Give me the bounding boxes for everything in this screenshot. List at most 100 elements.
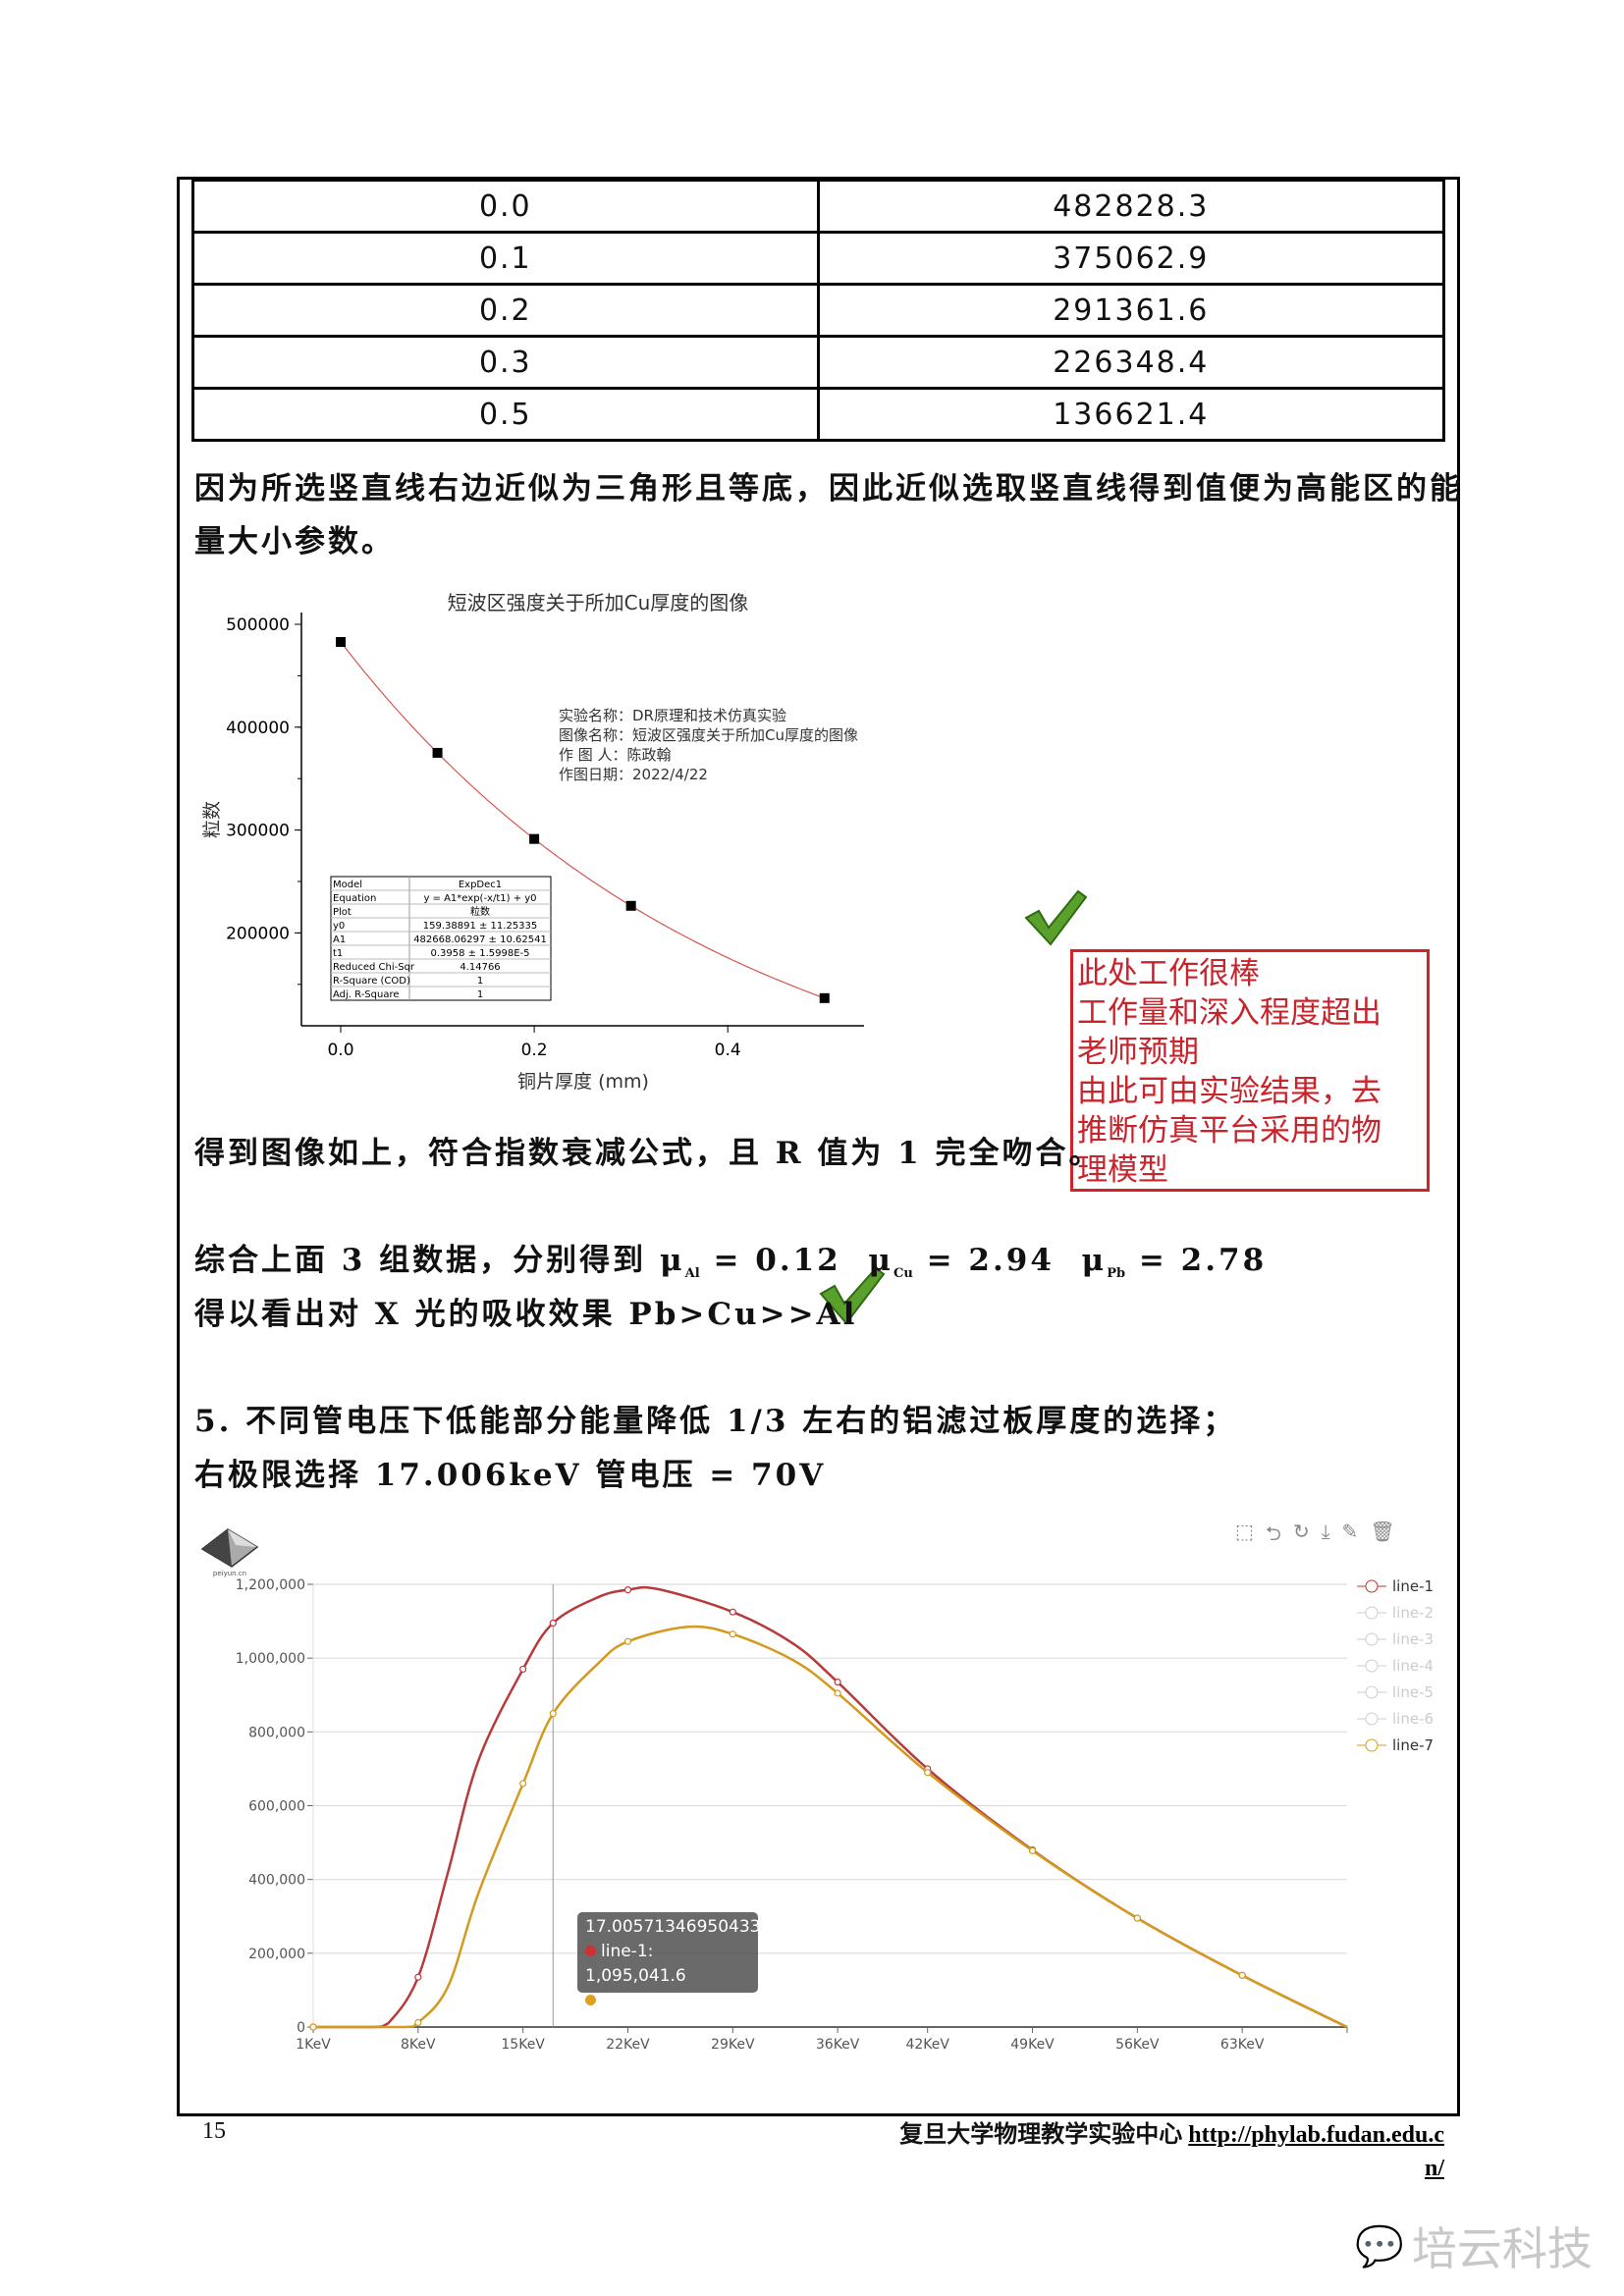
- series-marker: [519, 1665, 527, 1674]
- section-heading: 5. 不同管电压下低能部分能量降低 1/3 左右的铝滤过板厚度的选择；: [194, 1404, 1237, 1439]
- series-marker: [729, 1630, 736, 1638]
- data-point: [529, 833, 540, 844]
- y-axis-label: 粒数: [201, 801, 223, 838]
- table-row: 0.2 291361.6: [191, 283, 1446, 338]
- legend-label: line-6: [1392, 1709, 1435, 1728]
- y-tick-label: 800,000: [248, 1725, 305, 1740]
- page-number: 15: [202, 2118, 226, 2144]
- stats-key: A1: [333, 934, 346, 945]
- fit-curve: [340, 641, 826, 999]
- mu-symbol: μ: [659, 1243, 685, 1278]
- chart-toolbar: ⬚ ⮌ ↻ ⤓ ✎ 🗑: [1235, 1520, 1395, 1553]
- comment-line: 由此可由实验结果，去: [1077, 1074, 1381, 1109]
- x-tick-label: 0.0: [327, 1041, 353, 1060]
- stats-value: 1: [477, 976, 483, 987]
- info-line: 作图日期：2022/4/22: [559, 766, 708, 783]
- series-marker: [924, 1769, 932, 1777]
- stats-table: [330, 876, 552, 1001]
- mu-subscript: Cu: [893, 1266, 913, 1282]
- clear-icon[interactable]: 🗑: [1370, 1520, 1395, 1543]
- stats-key: t1: [333, 948, 343, 959]
- y-tick-label: 600,000: [248, 1799, 305, 1815]
- table-row: 0.5 136621.4: [191, 387, 1446, 442]
- stats-value: 4.14766: [460, 962, 500, 973]
- x-tick-label: 8KeV: [401, 2037, 436, 2053]
- legend-label: line-2: [1392, 1603, 1435, 1622]
- stats-value: 0.3958 ± 1.5998E-5: [430, 948, 529, 959]
- legend-label: line-1: [1392, 1576, 1435, 1595]
- comment-line: 此处工作很棒: [1077, 956, 1260, 991]
- info-line: 实验名称：DR原理和技术仿真实验: [559, 707, 786, 724]
- watermark: 💬 培云科技: [1355, 2222, 1593, 2275]
- paragraph-line: 右极限选择 17.006keV 管电压 = 70V: [194, 1458, 827, 1493]
- table-row: 0.3 226348.4: [191, 335, 1446, 390]
- legend-label: line-3: [1392, 1629, 1435, 1648]
- stats-value: 159.38891 ± 11.25335: [423, 921, 538, 932]
- stats-key: y0: [333, 921, 345, 932]
- comment-line: 工作量和深入程度超出: [1077, 995, 1381, 1031]
- series-marker: [834, 1689, 841, 1697]
- restore-icon[interactable]: ↻: [1292, 1520, 1310, 1543]
- series-dot: [585, 1946, 596, 1956]
- checkmarks: [819, 889, 1088, 1325]
- org-link[interactable]: http://phylab.fudan.edu.c: [1188, 2122, 1444, 2148]
- stats-value: 1: [477, 989, 483, 1000]
- intensity-cell: 375062.9: [816, 231, 1446, 286]
- tooltip-title: 17.0057134695043357: [585, 1917, 783, 1937]
- tooltip-item: line-1: 1,095,041.6: [585, 1942, 686, 1986]
- checkmark-icon: [819, 1266, 886, 1325]
- stats-key: Reduced Chi-Sqr: [333, 962, 415, 973]
- legend-label: line-5: [1392, 1682, 1435, 1701]
- y-tick-label: 300000: [226, 822, 290, 841]
- x-tick-label: 49KeV: [1010, 2037, 1055, 2053]
- x-tick-label: 15KeV: [501, 2037, 545, 2053]
- series-marker: [309, 2023, 317, 2031]
- series-marker: [729, 1608, 736, 1616]
- stats-key: R-Square (COD): [333, 976, 410, 987]
- legend-marker-icon: [1357, 1632, 1386, 1645]
- legend-item-line-4[interactable]: line-4: [1357, 1652, 1434, 1679]
- y-tick-label: 200000: [226, 924, 290, 943]
- legend-item-line-2[interactable]: line-2: [1357, 1599, 1434, 1626]
- stats-value: y = A1*exp(-x/t1) + y0: [423, 893, 536, 904]
- legend-item-line-7[interactable]: line-7: [1357, 1732, 1434, 1758]
- series-marker: [834, 1678, 841, 1686]
- intensity-cell: 291361.6: [816, 283, 1446, 338]
- zoom-reset-icon[interactable]: ⮌: [1265, 1522, 1281, 1545]
- zoom-icon[interactable]: ⬚: [1235, 1520, 1254, 1543]
- mu-subscript: Al: [684, 1266, 700, 1282]
- info-line: 图像名称：短波区强度关于所加Cu厚度的图像: [559, 726, 858, 744]
- data-point: [432, 747, 443, 758]
- data-point: [336, 636, 346, 647]
- mu-prefix: 综合上面 3 组数据，分别得到: [194, 1243, 660, 1278]
- legend-item-line-1[interactable]: line-1: [1357, 1573, 1434, 1599]
- brush-icon[interactable]: ✎: [1341, 1520, 1359, 1543]
- footer-org: 复旦大学物理教学实验中心 http://phylab.fudan.edu.c n…: [899, 2118, 1444, 2185]
- paragraph-line: 得到图像如上，符合指数衰减公式，且 R 值为 1 完全吻合。: [194, 1136, 1103, 1171]
- series-marker: [414, 2018, 422, 2027]
- legend-marker-icon: [1357, 1579, 1386, 1592]
- data-table: 0.0 482828.3 0.1 375062.9 0.2 291361.6 0.3 2263…: [191, 179, 1446, 442]
- table-row: 0.0 482828.3: [191, 179, 1446, 234]
- org-name: 复旦大学物理教学实验中心: [899, 2122, 1189, 2148]
- legend-item-line-6[interactable]: line-6: [1357, 1705, 1434, 1732]
- x-tick-label: 0.2: [521, 1041, 548, 1060]
- thickness-cell: 0.5: [191, 387, 820, 442]
- paragraph-line: 得以看出对 X 光的吸收效果 Pb>Cu>>Al: [194, 1297, 858, 1332]
- y-tick-label: 200,000: [248, 1947, 305, 1962]
- series-marker: [1238, 1971, 1246, 1979]
- download-icon[interactable]: ⤓: [1321, 1520, 1330, 1543]
- stats-value: 482668.06297 ± 10.62541: [413, 934, 547, 945]
- y-tick-label: 500000: [226, 615, 290, 635]
- thickness-cell: 0.1: [191, 231, 820, 286]
- legend-marker-icon: [1357, 1659, 1386, 1672]
- tooltip-item: line-7: 849,594.3: [585, 1989, 750, 2013]
- mu-symbol: μ: [868, 1243, 894, 1278]
- page-frame: [177, 177, 1460, 2116]
- legend-item-line-5[interactable]: line-5: [1357, 1679, 1434, 1705]
- legend-item-line-3[interactable]: line-3: [1357, 1626, 1434, 1652]
- org-link-continued[interactable]: n/: [1424, 2156, 1444, 2181]
- chart-title: 短波区强度关于所加Cu厚度的图像: [448, 591, 749, 614]
- y-tick-label: 1,000,000: [236, 1651, 305, 1667]
- stats-key: Model: [333, 880, 362, 890]
